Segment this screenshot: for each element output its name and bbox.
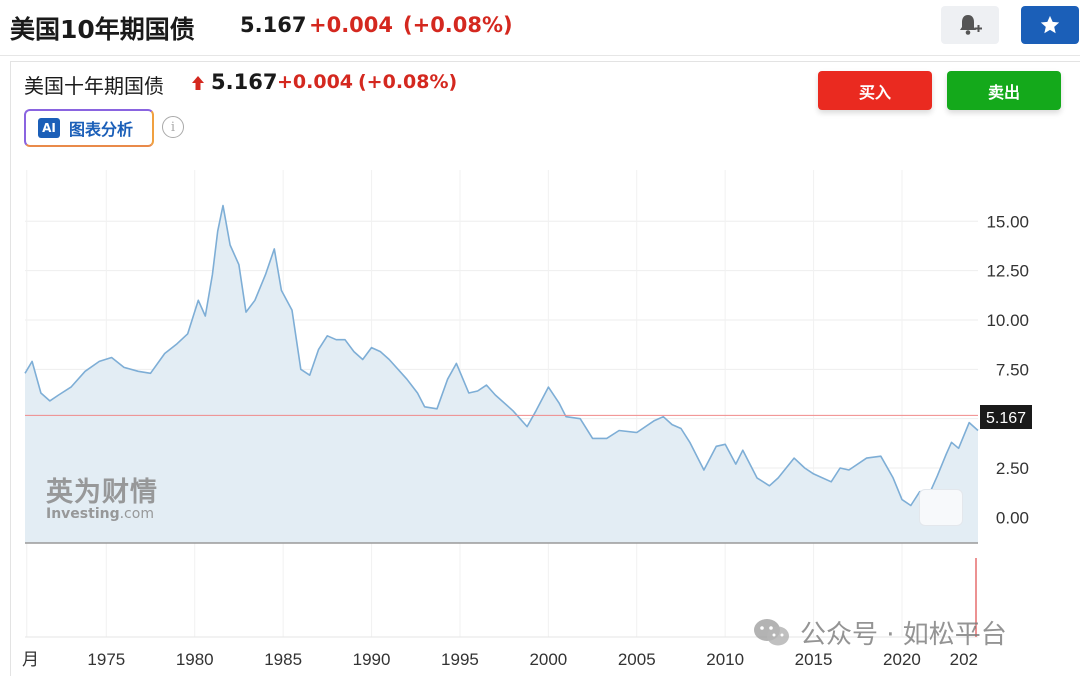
- series-line: [24, 204, 979, 507]
- wechat-label: 公众号 · 如松平台: [800, 620, 1007, 650]
- arrow-up-icon: [192, 76, 204, 90]
- x-axis: 月 1975 1980 1985 1990 1995 2000 2005 2010 2015 202…: [22, 650, 978, 669]
- y-tick-label: 10.00: [986, 311, 1029, 330]
- x-tick-label: 1985: [264, 650, 302, 669]
- chart-price-change-percent: (+0.08%): [358, 71, 458, 93]
- watermark-en-bold: Investing: [46, 506, 120, 522]
- y-tick-label: 2.50: [996, 459, 1029, 478]
- y-tick-label: 12.50: [986, 262, 1029, 281]
- ai-chart-analysis-label: 图表分析: [69, 120, 134, 139]
- last-price: 5.167: [240, 13, 307, 37]
- y-tick-label: 7.50: [996, 360, 1029, 379]
- price-change-percent: (+0.08%): [403, 13, 513, 37]
- current-value-label: 5.167: [980, 405, 1032, 429]
- watermark-en-suffix: .com: [119, 506, 154, 522]
- sell-button[interactable]: 卖出: [947, 71, 1061, 110]
- chart-control-box[interactable]: [919, 489, 963, 526]
- x-tick-label: 2005: [618, 650, 656, 669]
- x-tick-label: 2000: [529, 650, 567, 669]
- chart-price-change: +0.004: [277, 71, 354, 93]
- investing-watermark: 英为财情 Investing.com: [46, 470, 158, 522]
- wechat-icon: [754, 618, 789, 645]
- info-icon[interactable]: i: [162, 116, 184, 138]
- current-value-text: 5.167: [986, 410, 1026, 427]
- y-tick-label: 15.00: [986, 212, 1029, 231]
- watchlist-button[interactable]: [1021, 6, 1079, 44]
- x-tick-label: 1995: [441, 650, 479, 669]
- wechat-watermark: 公众号 · 如松平台: [752, 614, 1007, 651]
- instrument-title: 美国10年期国债: [10, 15, 195, 44]
- x-tick-label: 1980: [176, 650, 214, 669]
- series-area: [25, 205, 978, 543]
- buy-button[interactable]: 买入: [818, 71, 932, 110]
- watermark-cn: 英为财情: [46, 477, 158, 508]
- x-tick-label: 1990: [353, 650, 391, 669]
- x-tick-label: 2015: [795, 650, 833, 669]
- quote-header: 美国10年期国债 5.167 +0.004 (+0.08%): [0, 0, 1080, 56]
- ai-icon: AI: [38, 118, 60, 138]
- x-tick-label: 1975: [87, 650, 125, 669]
- bell-plus-icon: [960, 15, 982, 35]
- x-tick-label: 2010: [706, 650, 744, 669]
- price-change: +0.004: [309, 13, 394, 37]
- x-tick-label: 月: [22, 650, 39, 669]
- chart-instrument-name: 美国十年期国债: [24, 74, 164, 98]
- watermark-en: Investing.com: [46, 506, 158, 522]
- x-tick-label: 2020: [883, 650, 921, 669]
- chart-widget: [10, 61, 1080, 676]
- ai-chart-analysis-button[interactable]: AI 图表分析: [24, 109, 154, 147]
- x-tick-label: 202: [950, 650, 978, 669]
- star-icon: [1040, 15, 1060, 34]
- chart-last-price: 5.167: [211, 70, 278, 94]
- add-alert-button[interactable]: [941, 6, 999, 44]
- y-tick-label: 0.00: [996, 508, 1029, 527]
